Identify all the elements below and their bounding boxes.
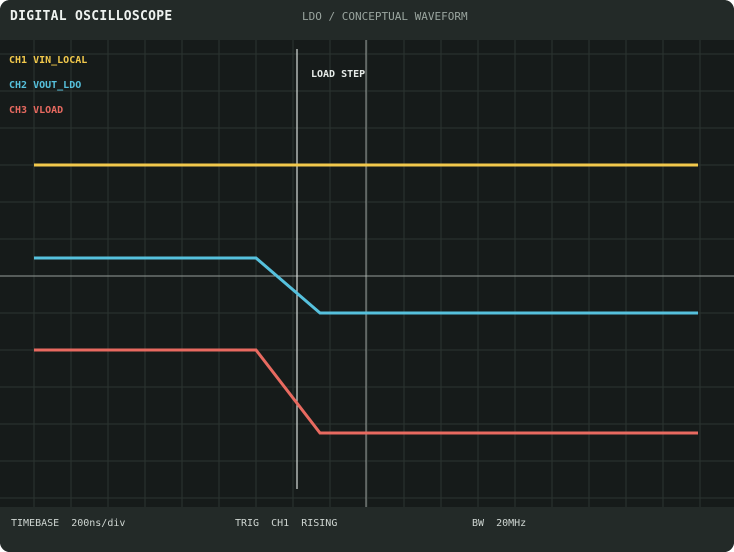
bandwidth-readout: BW 20MHz <box>472 518 527 529</box>
waveform-subtitle: LDO / CONCEPTUAL WAVEFORM <box>302 10 468 23</box>
timebase-readout: TIMEBASE 200ns/div <box>11 518 126 529</box>
ch3-vload-trace <box>34 348 698 435</box>
trigger-readout: TRIG CH1 RISING <box>235 518 338 529</box>
load-step-label: LOAD STEP <box>311 69 366 80</box>
scope-display: CH1 VIN_LOCAL CH2 VOUT_LDO CH3 VLOAD LOA… <box>0 40 734 507</box>
waveform-canvas <box>0 40 734 507</box>
graticule-grid <box>0 40 734 507</box>
legend-ch1: CH1 VIN_LOCAL <box>9 55 88 66</box>
app-title: DIGITAL OSCILLOSCOPE <box>10 9 173 24</box>
legend-ch3: CH3 VLOAD <box>9 105 64 116</box>
legend-ch2: CH2 VOUT_LDO <box>9 80 82 91</box>
status-bar: TIMEBASE 200ns/div TRIG CH1 RISING BW 20… <box>0 507 734 552</box>
ch2-vout-ldo-trace <box>34 256 698 315</box>
title-bar: DIGITAL OSCILLOSCOPE LDO / CONCEPTUAL WA… <box>0 0 734 40</box>
